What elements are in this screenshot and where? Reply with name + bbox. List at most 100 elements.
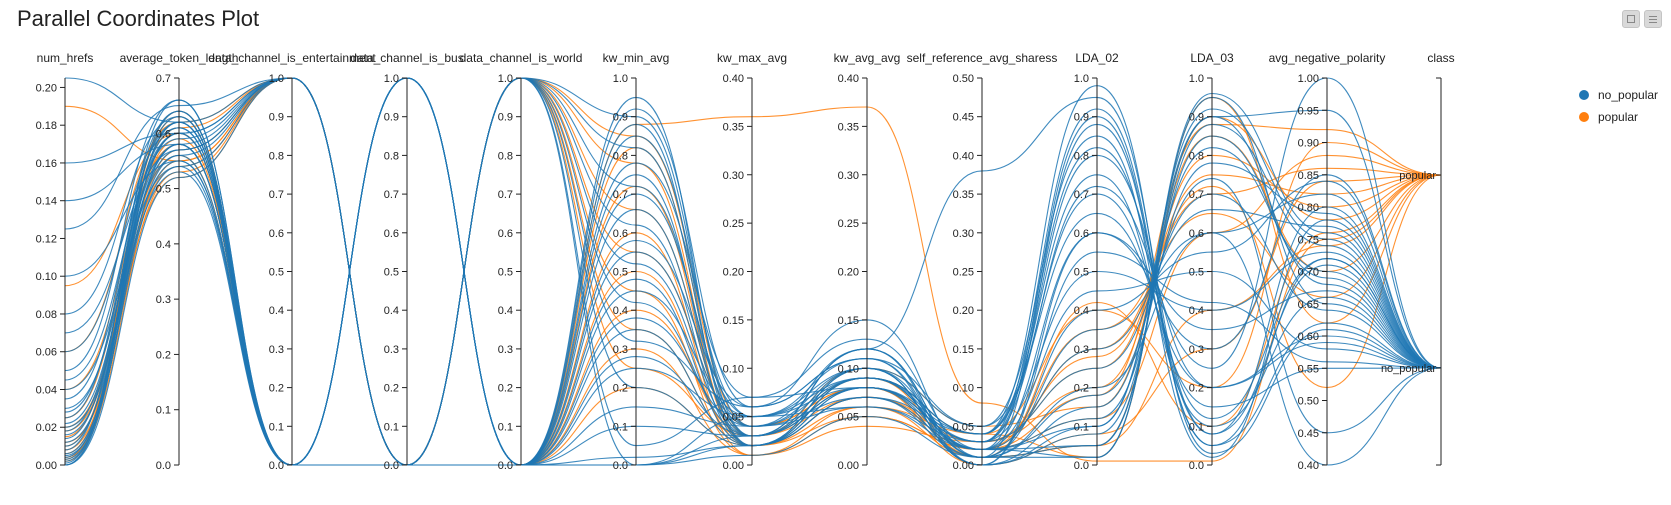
tick-label: 1.0 [1189, 73, 1204, 85]
tick-label: 0.2 [498, 383, 513, 395]
tick-label: 0.5 [384, 267, 399, 279]
tick-label: 1.0 [613, 73, 628, 85]
tick-label: 0.0 [384, 460, 399, 472]
tick-label: 0.9 [269, 112, 284, 124]
tick-label: 0.45 [1298, 428, 1319, 440]
tick-label: 1.0 [269, 73, 284, 85]
tick-label: 0.1 [1074, 421, 1089, 433]
series-line-no_popular-43 [64, 77, 1442, 466]
series-line-no_popular-41 [64, 77, 1442, 466]
tick-label: 0.20 [723, 267, 744, 279]
tick-label: 0.9 [1074, 112, 1089, 124]
tick-label: 0.6 [269, 228, 284, 240]
tick-label: 0.4 [384, 305, 399, 317]
collapse-icon[interactable] [1622, 10, 1640, 28]
axis-title-lda-03: LDA_03 [1190, 51, 1234, 65]
tick-label: 0.15 [723, 315, 744, 327]
tick-label: 0.3 [384, 344, 399, 356]
tick-label: 0.3 [613, 344, 628, 356]
tick-label: 0.20 [838, 267, 859, 279]
menu-icon[interactable] [1644, 10, 1662, 28]
tick-label: 0.3 [156, 294, 171, 306]
axis-title-kw-avg-avg: kw_avg_avg [834, 51, 901, 65]
tick-label: 0.15 [838, 315, 859, 327]
tick-label: 0.40 [838, 73, 859, 85]
tick-label: 1.00 [1298, 73, 1319, 85]
tick-label: 0.10 [723, 363, 744, 375]
series-line-no_popular-39 [64, 77, 1442, 466]
tick-label: 0.4 [498, 305, 513, 317]
tick-label-no-popular: no_popular [1381, 363, 1436, 375]
tick-label: 0.02 [36, 422, 57, 434]
tick-label: 0.35 [838, 121, 859, 133]
legend-label-no-popular: no_popular [1598, 88, 1658, 102]
tick-label: 0.06 [36, 347, 57, 359]
tick-label: 0.00 [36, 460, 57, 472]
tick-label: 0.25 [953, 267, 974, 279]
tick-label: 0.7 [384, 189, 399, 201]
tick-label: 0.5 [613, 267, 628, 279]
tick-label: 0.3 [498, 344, 513, 356]
tick-label: 0.65 [1298, 299, 1319, 311]
axis-title-data-channel-is-entertainment: data_channel_is_entertainment [208, 51, 376, 65]
series-line-no_popular-46 [64, 77, 1442, 466]
tick-label: 0.35 [953, 189, 974, 201]
tick-label: 0.10 [838, 363, 859, 375]
tick-label: 1.0 [1074, 73, 1089, 85]
tick-label: 0.55 [1298, 363, 1319, 375]
tick-label: 0.4 [156, 239, 171, 251]
tick-label: 0.1 [1189, 421, 1204, 433]
axis-class: class no_popular popular [1381, 51, 1455, 466]
legend-item-no-popular[interactable]: no_popular [1579, 88, 1658, 102]
tick-label: 0.1 [613, 421, 628, 433]
tick-label: 0.7 [613, 189, 628, 201]
axis-num-hrefs: num_hrefs 0.00 0.02 0.04 0.06 0.08 0.10 0.12 0.1… [36, 51, 94, 472]
tick-label: 0.3 [1189, 344, 1204, 356]
tick-label: 0.7 [1074, 189, 1089, 201]
tick-label: 0.8 [269, 150, 284, 162]
tick-label: 0.08 [36, 309, 57, 321]
tick-label: 0.3 [1074, 344, 1089, 356]
tick-label: 0.45 [953, 112, 974, 124]
tick-label: 0.6 [613, 228, 628, 240]
axis-data-channel-is-world: data_channel_is_world 0.0 0.1 0.2 0.3 0.4 0.5 0… [460, 51, 583, 472]
axis-data-channel-is-bus: data_channel_is_bus 0.0 0.1 0.2 0.3 0.4 0.5 0.6… [350, 51, 463, 472]
axis-kw-avg-avg: kw_avg_avg 0.00 0.05 0.10 0.15 0.20 0.25 0.30 0.… [834, 51, 901, 472]
tick-label: 0.90 [1298, 138, 1319, 150]
tick-label: 0.1 [269, 421, 284, 433]
tick-label: 0.2 [1074, 383, 1089, 395]
tick-label: 0.0 [156, 460, 171, 472]
tick-label: 0.1 [384, 421, 399, 433]
tick-label: 0.0 [1189, 460, 1204, 472]
tick-label: 0.2 [269, 383, 284, 395]
tick-label: 0.0 [269, 460, 284, 472]
tick-label: 0.18 [36, 120, 57, 132]
tick-label: 0.7 [1189, 189, 1204, 201]
tick-label: 0.35 [723, 121, 744, 133]
tick-label: 0.20 [36, 82, 57, 94]
tick-label: 0.5 [269, 267, 284, 279]
tick-label: 0.40 [953, 150, 974, 162]
axis-title-avg-negative-polarity: avg_negative_polarity [1269, 51, 1386, 65]
tick-label: 0.6 [1189, 228, 1204, 240]
axis-avg-negative-polarity: avg_negative_polarity 0.40 0.45 0.50 0.55 0.6… [1269, 51, 1386, 472]
axis-lda-03: LDA_03 0.0 0.1 0.2 0.3 0.4 0.5 0.6 0.7 0.8 0.9 1.0 [1189, 51, 1234, 472]
tick-label: 0.4 [1074, 305, 1089, 317]
tick-label: 0.5 [498, 267, 513, 279]
legend-item-popular[interactable]: popular [1579, 110, 1638, 124]
tick-label: 0.4 [1189, 305, 1204, 317]
axes: num_hrefs 0.00 0.02 0.04 0.06 0.08 0.10 0.12 0.1… [36, 51, 1455, 472]
series-lines [64, 77, 1442, 466]
tick-label: 0.60 [1298, 331, 1319, 343]
series-line-no_popular-44 [64, 77, 1442, 466]
tick-label: 0.50 [953, 73, 974, 85]
tick-label: 0.4 [269, 305, 284, 317]
tick-label: 0.9 [613, 112, 628, 124]
tick-label: 0.3 [269, 344, 284, 356]
tick-label: 0.9 [1189, 112, 1204, 124]
tick-label: 0.8 [1189, 150, 1204, 162]
tick-label: 0.0 [498, 460, 513, 472]
tick-label: 0.75 [1298, 234, 1319, 246]
tick-label: 0.5 [1189, 267, 1204, 279]
tick-label: 0.7 [269, 189, 284, 201]
